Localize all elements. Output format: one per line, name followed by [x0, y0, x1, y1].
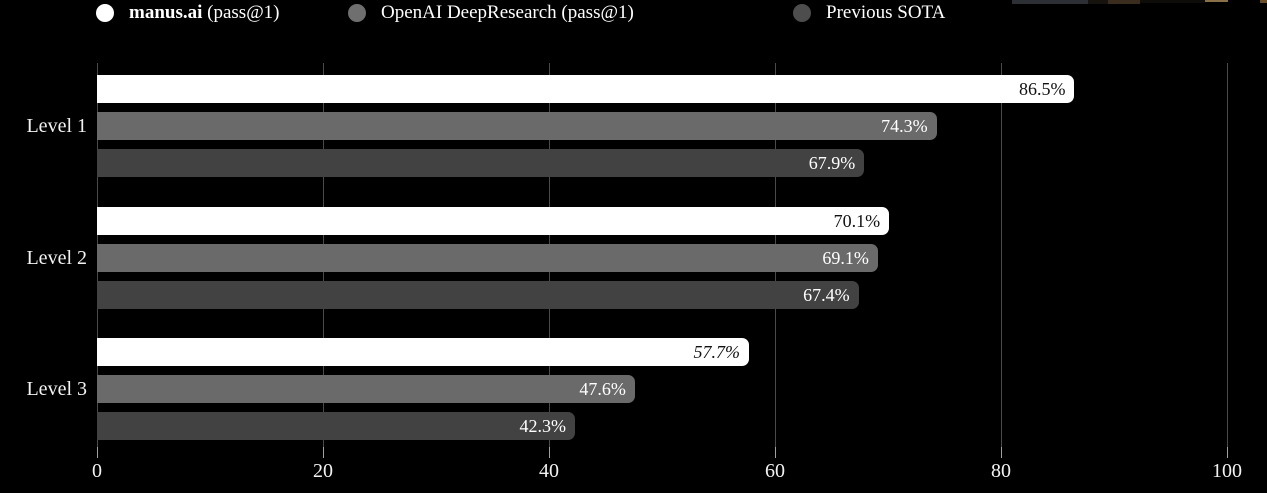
bar-value-label: 69.1%: [822, 247, 869, 268]
video-edge-artifact-3: [1140, 0, 1205, 3]
tick-mark-x-80: [1001, 447, 1002, 458]
legend-label-rest: (pass@1): [202, 2, 280, 23]
bar-value-label: 67.4%: [803, 284, 850, 305]
x-tick-label-60: 60: [765, 460, 785, 482]
bar-value-label: 47.6%: [579, 379, 626, 399]
bar-level-2-openai-deepresearch-pass-1: 69.1%: [97, 243, 878, 272]
x-tick-label-20: 20: [313, 460, 333, 482]
bar-value-label: 67.9%: [808, 153, 856, 173]
tick-mark-x-20: [323, 447, 324, 458]
legend-label: manus.ai (pass@1): [129, 2, 280, 24]
bar-value-label: 42.3%: [519, 416, 566, 436]
video-edge-artifact-2: [1108, 0, 1140, 4]
video-edge-artifact-1: [1088, 0, 1108, 4]
category-label-level-3: Level 3: [26, 378, 87, 400]
gridline-x-80: [1001, 63, 1002, 447]
legend-label-bold: manus.ai: [129, 2, 203, 23]
legend-label-rest: OpenAI DeepResearch (pass@1): [381, 2, 634, 23]
category-label-level-2: Level 2: [26, 246, 87, 269]
bar-level-2-manus-ai-pass-1: 70.1%: [97, 206, 890, 235]
tick-mark-x-40: [549, 447, 550, 458]
bar-value-label: 74.3%: [881, 116, 928, 136]
bar-level-1-previous-sota: 67.9%: [97, 149, 865, 177]
video-edge-artifact-4: [1205, 0, 1228, 2]
x-tick-label-40: 40: [539, 460, 559, 482]
legend-circle-icon: [793, 4, 811, 22]
bar-level-1-manus-ai-pass-1: 86.5%: [97, 75, 1075, 103]
tick-mark-x-0: [97, 447, 98, 458]
bar-value-label: 57.7%: [693, 342, 741, 362]
legend-item-previous-sota: Previous SOTA: [793, 2, 945, 24]
category-label-level-1: Level 1: [26, 115, 87, 137]
video-edge-artifact-0: [1012, 0, 1088, 4]
legend-label: OpenAI DeepResearch (pass@1): [381, 2, 634, 24]
bar-value-label: 86.5%: [1018, 79, 1066, 99]
legend-item-openai-deepresearch: OpenAI DeepResearch (pass@1): [348, 2, 634, 24]
legend-circle-icon: [348, 4, 366, 22]
legend-label: Previous SOTA: [826, 2, 945, 24]
legend-circle-icon: [96, 4, 114, 22]
legend-label-rest: Previous SOTA: [826, 2, 946, 23]
tick-mark-x-60: [775, 447, 776, 458]
x-tick-label-80: 80: [991, 460, 1011, 482]
bar-level-3-previous-sota: 42.3%: [97, 412, 575, 440]
gridline-x-100: [1227, 63, 1228, 447]
bar-level-2-previous-sota: 67.4%: [97, 280, 859, 309]
x-tick-label-100: 100: [1212, 460, 1242, 482]
x-tick-label-0: 0: [92, 460, 102, 482]
tick-mark-x-100: [1227, 447, 1228, 458]
bar-level-1-openai-deepresearch-pass-1: 74.3%: [97, 112, 937, 140]
video-edge-artifact-5: [1260, 0, 1267, 3]
bar-level-3-manus-ai-pass-1: 57.7%: [97, 338, 749, 366]
bar-value-label: 70.1%: [833, 210, 881, 231]
bar-level-3-openai-deepresearch-pass-1: 47.6%: [97, 375, 635, 403]
legend-item-manus-ai: manus.ai (pass@1): [96, 2, 280, 24]
